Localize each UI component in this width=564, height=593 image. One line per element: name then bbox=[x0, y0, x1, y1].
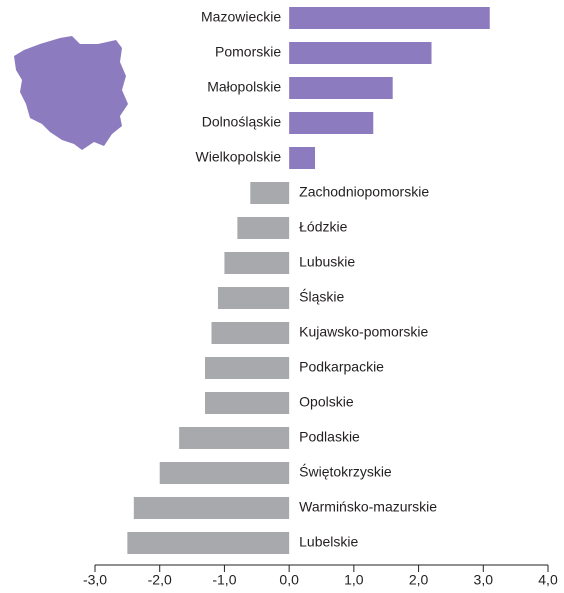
x-tick-label: 2,0 bbox=[409, 572, 429, 588]
bar bbox=[127, 532, 290, 554]
bar bbox=[224, 252, 290, 274]
bar bbox=[289, 112, 374, 134]
bar bbox=[217, 287, 290, 309]
category-label: Kujawsko-pomorskie bbox=[299, 324, 428, 340]
bar bbox=[211, 322, 290, 344]
category-label: Podkarpackie bbox=[299, 359, 384, 375]
bar bbox=[289, 42, 432, 64]
category-label: Lubuskie bbox=[299, 254, 355, 270]
category-label: Warmińsko-mazurskie bbox=[299, 499, 437, 515]
category-label: Zachodniopomorskie bbox=[299, 184, 429, 200]
bar bbox=[289, 77, 393, 99]
x-tick-label: 0,0 bbox=[279, 572, 299, 588]
x-tick-label: -3,0 bbox=[83, 572, 107, 588]
bar bbox=[159, 462, 290, 484]
category-label: Świętokrzyskie bbox=[299, 463, 392, 480]
poland-map-icon bbox=[14, 36, 128, 150]
category-label: Pomorskie bbox=[215, 44, 281, 60]
bar bbox=[133, 497, 290, 519]
category-label: Mazowieckie bbox=[201, 9, 281, 25]
bar bbox=[237, 217, 290, 239]
category-label: Wielkopolskie bbox=[196, 149, 282, 165]
bar bbox=[250, 182, 290, 204]
category-label: Śląskie bbox=[299, 288, 344, 305]
x-tick-label: -1,0 bbox=[212, 572, 236, 588]
category-label: Łódzkie bbox=[299, 219, 347, 235]
bar bbox=[289, 147, 316, 169]
category-label: Małopolskie bbox=[207, 79, 281, 95]
x-tick-label: -2,0 bbox=[148, 572, 172, 588]
bar bbox=[205, 357, 290, 379]
x-tick-label: 1,0 bbox=[344, 572, 364, 588]
bar bbox=[179, 427, 290, 449]
category-label: Opolskie bbox=[299, 394, 354, 410]
category-label: Lubelskie bbox=[299, 534, 358, 550]
x-tick-label: 4,0 bbox=[538, 572, 558, 588]
bar bbox=[289, 7, 490, 29]
bar bbox=[205, 392, 290, 414]
category-label: Podlaskie bbox=[299, 429, 360, 445]
x-tick-label: 3,0 bbox=[474, 572, 494, 588]
category-label: Dolnośląskie bbox=[202, 114, 282, 130]
